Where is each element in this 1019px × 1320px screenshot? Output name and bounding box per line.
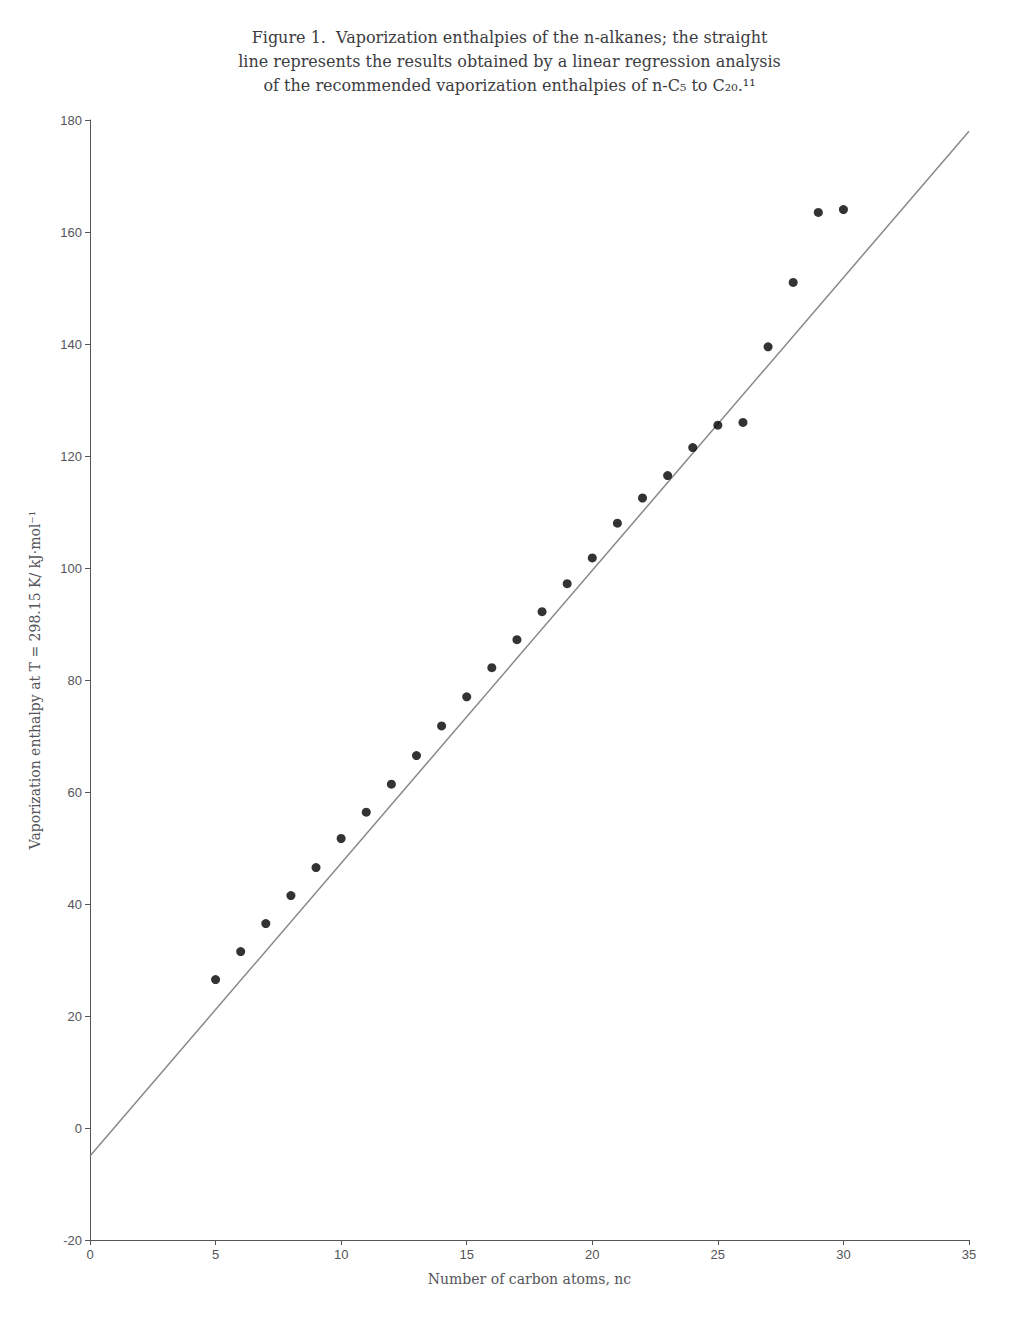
svg-text:80: 80: [68, 673, 82, 688]
svg-text:25: 25: [711, 1247, 725, 1262]
svg-text:of the recommended vaporizatio: of the recommended vaporization enthalpi…: [263, 76, 755, 95]
svg-text:35: 35: [962, 1247, 976, 1262]
svg-text:10: 10: [334, 1247, 348, 1262]
svg-text:120: 120: [60, 449, 82, 464]
svg-text:15: 15: [459, 1247, 473, 1262]
svg-text:20: 20: [68, 1009, 82, 1024]
svg-text:5: 5: [212, 1247, 219, 1262]
svg-text:-20: -20: [63, 1233, 82, 1248]
svg-text:30: 30: [836, 1247, 850, 1262]
svg-text:Number of carbon atoms, nc: Number of carbon atoms, nc: [428, 1271, 632, 1287]
svg-text:160: 160: [60, 225, 82, 240]
svg-text:line represents the results ob: line represents the results obtained by …: [238, 52, 781, 71]
svg-text:Figure 1. Vaporization enthal: Figure 1. Vaporization enthalpies of the…: [252, 28, 768, 47]
svg-text:60: 60: [68, 785, 82, 800]
svg-text:100: 100: [60, 561, 82, 576]
svg-text:140: 140: [60, 337, 82, 352]
svg-text:20: 20: [585, 1247, 599, 1262]
svg-text:Vaporization enthalpy at T = 2: Vaporization enthalpy at T = 298.15 K/ k…: [27, 511, 43, 851]
svg-text:0: 0: [86, 1247, 93, 1262]
svg-text:0: 0: [75, 1121, 82, 1136]
svg-text:180: 180: [60, 113, 82, 128]
svg-text:40: 40: [68, 897, 82, 912]
